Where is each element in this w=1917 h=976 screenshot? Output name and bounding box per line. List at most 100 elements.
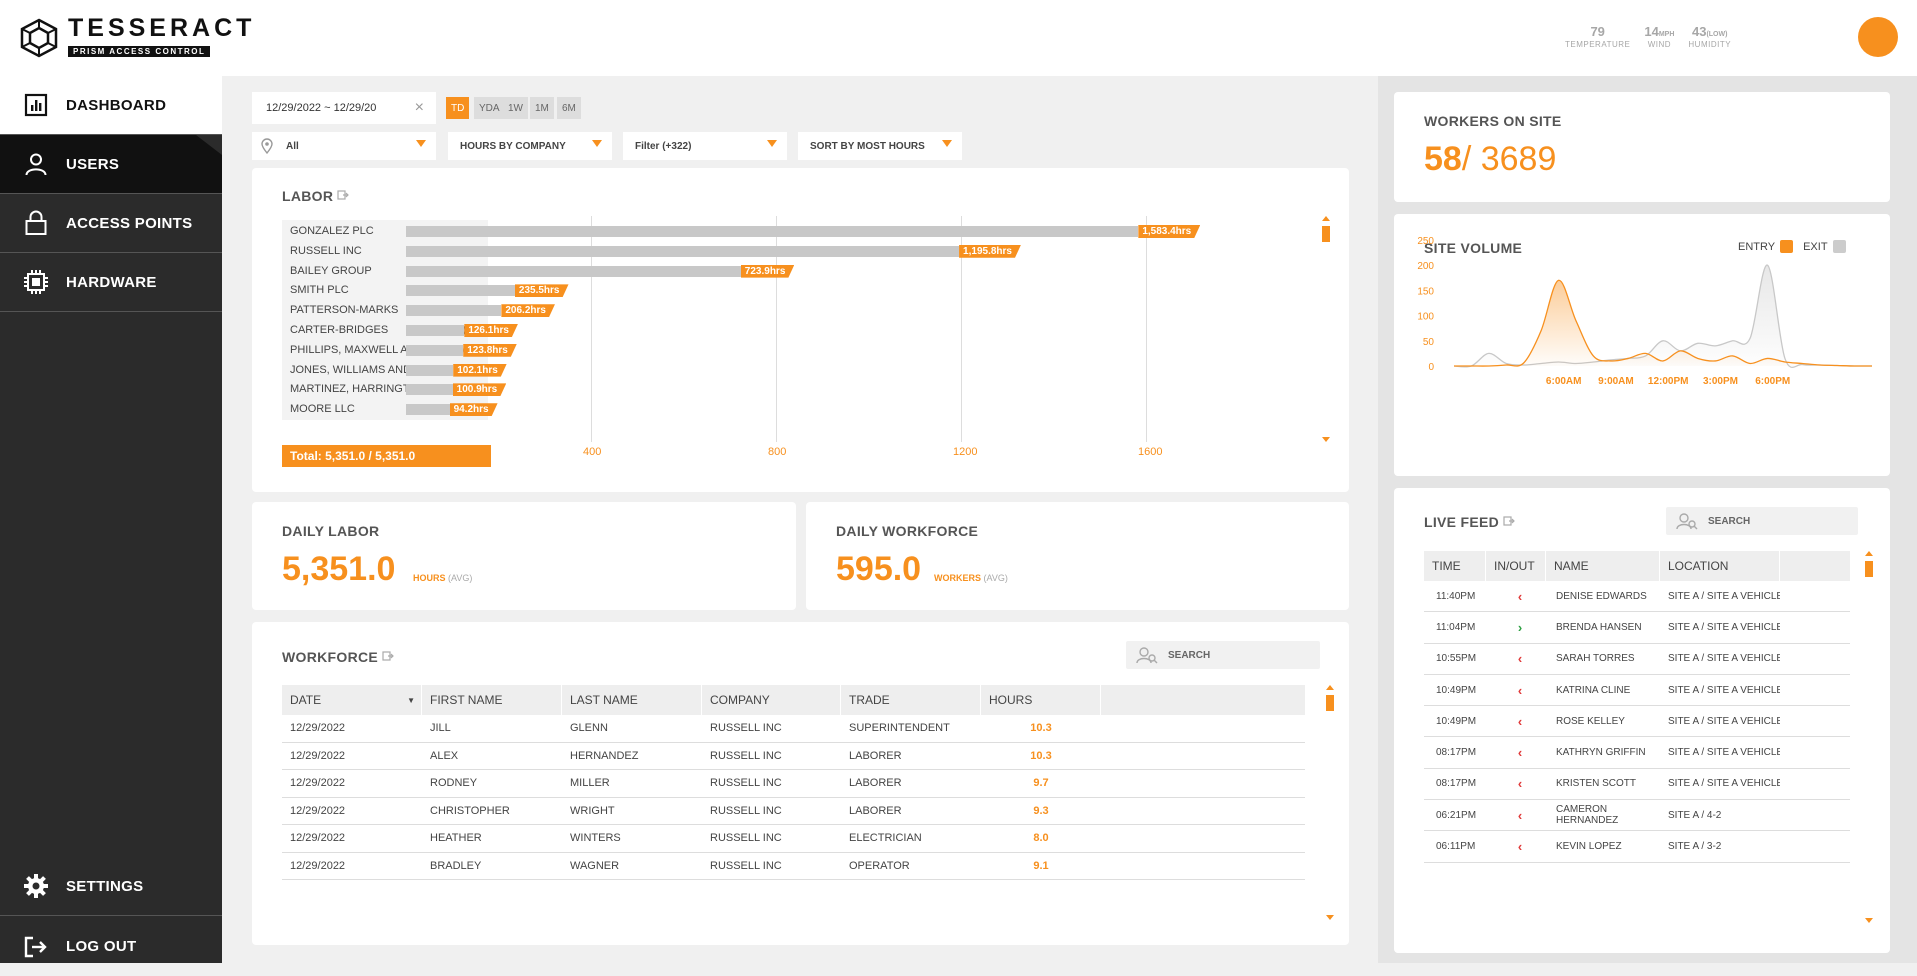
table-row[interactable]: 12/29/2022 CHRISTOPHER WRIGHT RUSSELL INC LA… (282, 798, 1305, 825)
avatar[interactable] (1858, 17, 1898, 57)
range-1m-button[interactable]: 1M (530, 97, 554, 119)
feed-time: 10:49PM (1436, 715, 1477, 727)
labor-bar[interactable] (406, 384, 453, 396)
feed-location: SITE A / SITE A VEHICLE G (1668, 621, 1780, 633)
chevron-down-icon (767, 140, 777, 147)
list-item[interactable]: 11:40PM ‹ DENISE EDWARDS SITE A / SITE A VE… (1424, 581, 1850, 613)
sort-desc-icon[interactable]: ▼ (407, 695, 415, 705)
table-cell: MILLER (570, 777, 610, 790)
feed-time: 10:49PM (1436, 684, 1477, 696)
site-volume-title: SITE VOLUME (1424, 240, 1523, 256)
range-td-button[interactable]: TD (446, 97, 470, 119)
legend-entry-label: ENTRY (1738, 240, 1776, 253)
chevron-down-icon (592, 140, 602, 147)
table-cell: 8.0 (1033, 832, 1049, 845)
labor-bar[interactable] (406, 245, 960, 257)
x-tick-label: 6:00AM (1546, 376, 1582, 387)
list-item[interactable]: 06:21PM ‹ CAMERON HERNANDEZ SITE A / 4-2 (1424, 800, 1850, 832)
export-icon[interactable] (1503, 515, 1516, 527)
live-feed-search-input[interactable]: SEARCH (1666, 507, 1858, 535)
logo[interactable]: TESSERACT PRISM ACCESS CONTROL (18, 16, 255, 59)
exit-arrow-icon: ‹ (1517, 588, 1523, 604)
column-header[interactable]: NAME (1546, 551, 1660, 581)
grid-line (591, 216, 592, 442)
feed-time: 08:17PM (1436, 778, 1477, 790)
labor-bar[interactable] (406, 404, 450, 416)
export-icon[interactable] (382, 650, 395, 662)
table-cell: OPERATOR (849, 859, 910, 872)
range-6m-button[interactable]: 6M (557, 97, 581, 119)
export-icon[interactable] (337, 189, 350, 201)
column-header[interactable]: DATE ▼ (282, 685, 422, 715)
labor-bar[interactable] (406, 325, 465, 336)
x-tick-label: 400 (583, 446, 602, 458)
sidebar-item-hardware[interactable]: HARDWARE (0, 253, 222, 312)
location-select[interactable]: All (252, 132, 436, 160)
lock-icon (22, 209, 50, 237)
group-by-select[interactable]: HOURS BY COMPANY (448, 132, 612, 160)
x-tick-label: 3:00PM (1703, 376, 1738, 387)
labor-bar[interactable] (406, 285, 515, 297)
column-header[interactable]: TIME (1424, 551, 1486, 581)
list-item[interactable]: 10:55PM ‹ SARAH TORRES SITE A / SITE A VEHI… (1424, 644, 1850, 675)
feed-name: DENISE EDWARDS (1556, 590, 1647, 602)
sidebar-item-dashboard[interactable]: DASHBOARD (0, 76, 222, 135)
feed-name: KRISTEN SCOTT (1556, 778, 1637, 790)
list-item[interactable]: 10:49PM ‹ ROSE KELLEY SITE A / SITE A VEHIC… (1424, 706, 1850, 738)
sidebar-item-logout[interactable]: LOG OUT (0, 917, 222, 976)
daily-labor-value: 5,351.0 (282, 550, 396, 588)
labor-bar-label: 123.8hrs (463, 344, 517, 357)
filter-select[interactable]: Filter (+322) (623, 132, 787, 160)
column-header[interactable]: TRADE (841, 685, 981, 715)
range-yda-button[interactable]: YDA (474, 97, 505, 119)
range-1w-button[interactable]: 1W (503, 97, 528, 119)
legend-entry-swatch (1780, 240, 1794, 253)
y-tick-label: 50 (1423, 337, 1435, 348)
live-feed-title: LIVE FEED (1424, 514, 1516, 530)
sidebar-item-access-points[interactable]: ACCESS POINTS (0, 194, 222, 253)
column-header[interactable]: HOURS (981, 685, 1101, 715)
labor-bar[interactable] (406, 226, 1139, 237)
weather-value: 79 (1590, 24, 1605, 39)
exit-arrow-icon: ‹ (1517, 651, 1523, 667)
list-item[interactable]: 10:49PM ‹ KATRINA CLINE SITE A / SITE A VEH… (1424, 675, 1850, 707)
list-item[interactable]: 08:17PM ‹ KATHRYN GRIFFIN SITE A / SITE A V… (1424, 738, 1850, 769)
workforce-search-input[interactable]: SEARCH (1126, 641, 1320, 669)
list-item[interactable]: 11:04PM › BRENDA HANSEN SITE A / SITE A VEH… (1424, 612, 1850, 644)
table-row[interactable]: 12/29/2022 ALEX HERNANDEZ RUSSELL INC LABORE… (282, 743, 1305, 770)
table-row[interactable]: 12/29/2022 BRADLEY WAGNER RUSSELL INC OPERAT… (282, 853, 1305, 880)
feed-location: SITE A / SITE A VEHICLE G (1668, 778, 1780, 790)
daily-labor-card: DAILY LABOR 5,351.0 HOURS (AVG) (252, 502, 796, 610)
labor-bar[interactable] (406, 344, 464, 356)
table-row[interactable]: 12/29/2022 HEATHER WINTERS RUSSELL INC ELECT… (282, 825, 1305, 853)
sidebar-item-settings[interactable]: SETTINGS (0, 857, 222, 916)
labor-bar[interactable] (406, 364, 454, 376)
site-volume-chart: 250 200 150 100 50 0 6:00AM 9:00AM 12:00PM 3:00PM… (1417, 236, 1873, 387)
table-row[interactable]: 12/29/2022 JILL GLENN RUSSELL INC SUPERINTEN… (282, 715, 1305, 743)
brand-subtitle: PRISM ACCESS CONTROL (68, 46, 211, 57)
sidebar-item-users[interactable]: USERS (0, 135, 222, 194)
column-header[interactable]: IN/OUT (1486, 551, 1546, 581)
labor-scrollbar[interactable] (1321, 216, 1331, 442)
top-bar: TESSERACT PRISM ACCESS CONTROL 79 TEMPERA… (0, 0, 1917, 76)
weather-item: 79 TEMPERATURE (1565, 24, 1630, 49)
series-line-entry[interactable] (1453, 279, 1873, 367)
list-item[interactable]: 08:17PM ‹ KRISTEN SCOTT SITE A / SITE A VEH… (1424, 769, 1850, 801)
column-header[interactable]: LAST NAME (562, 685, 702, 715)
date-range-picker[interactable]: 12/29/2022 ~ 12/29/20 × (252, 92, 436, 124)
clear-icon[interactable]: × (414, 99, 424, 116)
date-range-value: 12/29/2022 ~ 12/29/20 (266, 102, 377, 114)
column-header[interactable]: COMPANY (702, 685, 841, 715)
column-header[interactable]: LOCATION (1660, 551, 1780, 581)
series-area-entry (1454, 280, 1872, 367)
workforce-scrollbar[interactable] (1325, 685, 1335, 920)
list-item[interactable]: 06:11PM ‹ KEVIN LOPEZ SITE A / 3-2 (1424, 831, 1850, 863)
workers-on-site-title: WORKERS ON SITE (1424, 113, 1562, 129)
labor-bar[interactable] (406, 265, 741, 277)
labor-bar[interactable] (406, 305, 502, 317)
chevron-down-icon (942, 140, 952, 147)
column-header[interactable]: FIRST NAME (422, 685, 562, 715)
table-row[interactable]: 12/29/2022 RODNEY MILLER RUSSELL INC LABORER… (282, 770, 1305, 798)
sort-select[interactable]: SORT BY MOST HOURS (798, 132, 962, 160)
live-feed-scrollbar[interactable] (1864, 551, 1874, 923)
